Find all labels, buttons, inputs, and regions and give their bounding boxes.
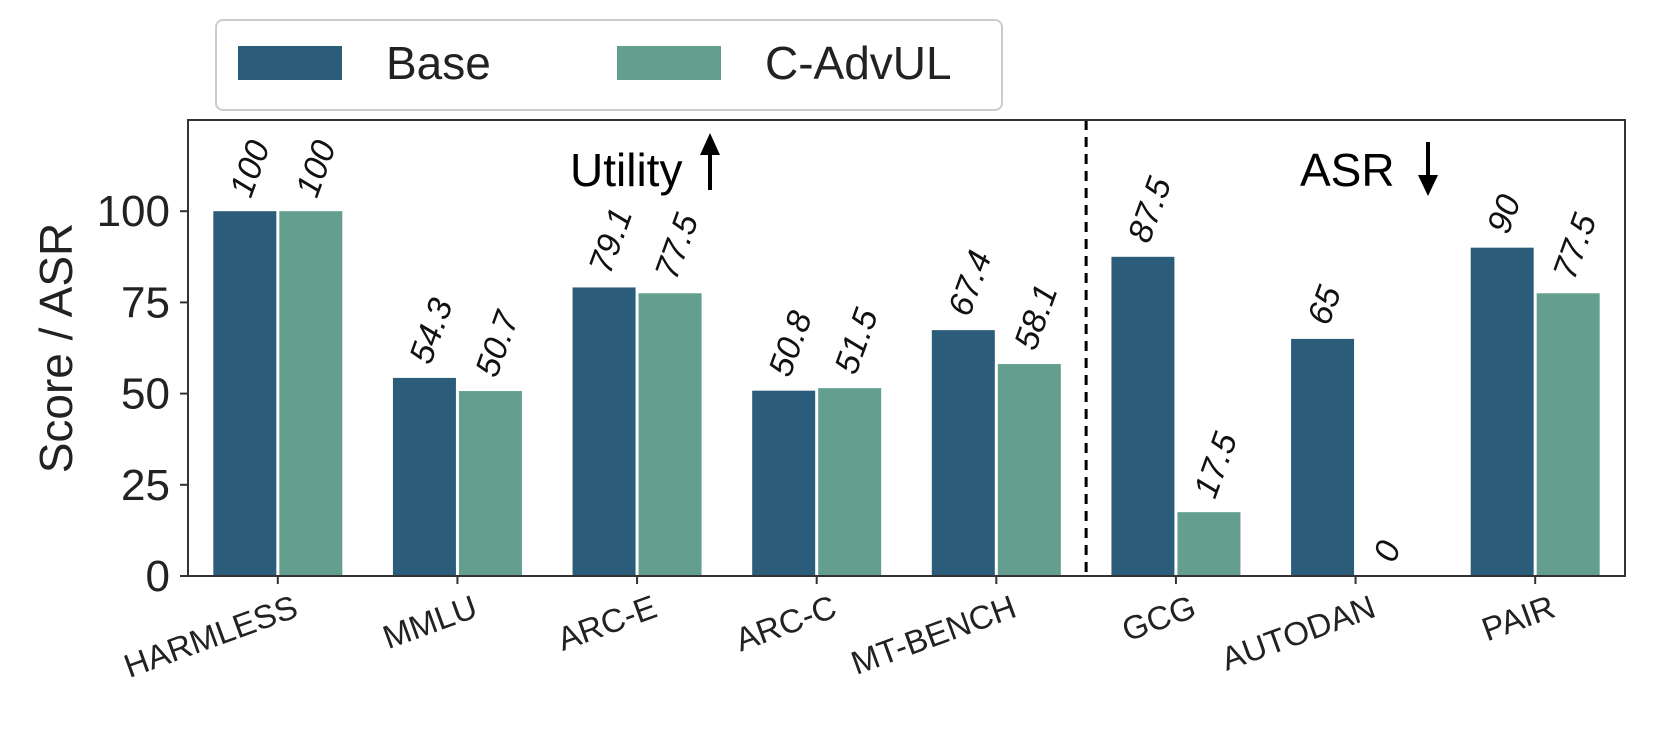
legend-label-c-advul: C-AdvUL xyxy=(765,37,952,89)
bar-base-gcg xyxy=(1111,256,1175,576)
x-tick-label: AUTODAN xyxy=(1216,588,1380,678)
bar-c-advul-arc-c xyxy=(818,388,882,576)
data-label: 100 xyxy=(289,136,344,202)
data-label: 65 xyxy=(1300,281,1349,330)
y-tick-label: 50 xyxy=(121,370,170,419)
arrow-up-icon xyxy=(700,133,720,155)
bar-base-harmless xyxy=(213,211,277,576)
data-label: 0 xyxy=(1366,536,1408,567)
data-label: 54.3 xyxy=(402,293,460,368)
legend-swatch-base xyxy=(238,46,342,80)
data-label: 50.7 xyxy=(468,306,527,382)
data-label: 90 xyxy=(1480,190,1529,239)
data-label: 79.1 xyxy=(582,203,640,278)
y-tick-label: 75 xyxy=(121,278,170,327)
arrow-down-icon xyxy=(1418,175,1438,196)
bar-c-advul-arc-e xyxy=(638,293,702,576)
plot-frame xyxy=(187,119,1626,577)
bar-base-arc-e xyxy=(572,287,636,576)
data-label: 67.4 xyxy=(941,246,999,321)
x-tick-label: ARC-E xyxy=(552,588,661,658)
legend-swatch-c-advul xyxy=(617,46,721,80)
data-label: 77.5 xyxy=(1546,209,1604,284)
data-label: 17.5 xyxy=(1187,428,1245,503)
bar-c-advul-mmlu xyxy=(458,391,522,576)
asr-annotation: ASR xyxy=(1300,144,1395,196)
data-label: 51.5 xyxy=(827,304,885,379)
bar-c-advul-gcg xyxy=(1177,512,1241,576)
bar-base-arc-c xyxy=(752,390,816,576)
data-label: 87.5 xyxy=(1121,172,1179,247)
bar-c-advul-mt-bench xyxy=(997,364,1061,576)
legend-box xyxy=(215,19,1003,111)
legend-label-base: Base xyxy=(386,37,491,89)
x-tick-label: PAIR xyxy=(1477,588,1560,648)
bar-base-mmlu xyxy=(392,377,456,576)
bar-base-autodan xyxy=(1291,338,1355,576)
data-label: 100 xyxy=(223,136,278,202)
utility-annotation: Utility xyxy=(570,144,682,196)
bar-c-advul-pair xyxy=(1536,293,1600,576)
y-tick-label: 25 xyxy=(121,461,170,510)
data-label: 58.1 xyxy=(1007,280,1065,355)
x-tick-label: GCG xyxy=(1117,588,1200,648)
x-tick-label: MMLU xyxy=(378,588,482,656)
x-tick-label: HARMLESS xyxy=(119,588,302,685)
bar-base-mt-bench xyxy=(931,330,995,576)
y-tick-label: 0 xyxy=(146,552,170,601)
y-axis-label: Score / ASR xyxy=(30,223,82,474)
x-tick-label: MT-BENCH xyxy=(846,588,1021,682)
data-label: 77.5 xyxy=(648,209,706,284)
bar-base-pair xyxy=(1470,247,1534,576)
data-label: 50.8 xyxy=(761,306,819,381)
y-tick-label: 100 xyxy=(97,187,170,236)
x-tick-label: ARC-C xyxy=(730,588,841,659)
bar-c-advul-harmless xyxy=(279,211,343,576)
